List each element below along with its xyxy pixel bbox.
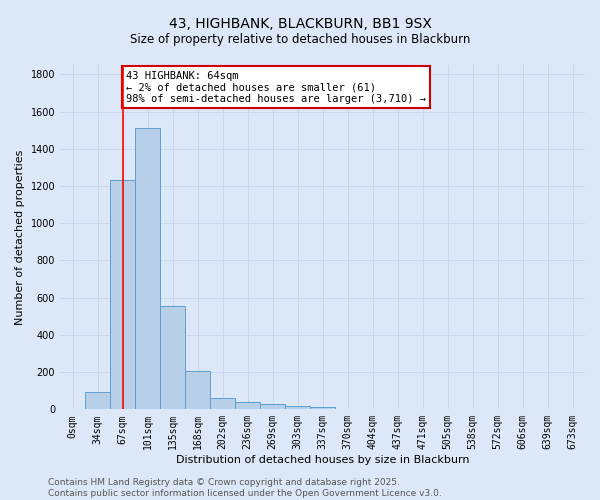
Y-axis label: Number of detached properties: Number of detached properties (15, 150, 25, 325)
Bar (335, 409, 360, 410)
Bar (285, 406, 310, 409)
Bar (310, 408, 335, 410)
Bar (135, 128, 160, 410)
Bar (110, 180, 135, 410)
Bar (210, 398, 235, 409)
Text: 43, HIGHBANK, BLACKBURN, BB1 9SX: 43, HIGHBANK, BLACKBURN, BB1 9SX (169, 18, 431, 32)
Bar (85, 392, 110, 409)
Bar (260, 404, 285, 409)
Text: Contains HM Land Registry data © Crown copyright and database right 2025.
Contai: Contains HM Land Registry data © Crown c… (48, 478, 442, 498)
Bar (160, 306, 185, 410)
Text: 43 HIGHBANK: 64sqm
← 2% of detached houses are smaller (61)
98% of semi-detached: 43 HIGHBANK: 64sqm ← 2% of detached hous… (126, 70, 426, 104)
X-axis label: Distribution of detached houses by size in Blackburn: Distribution of detached houses by size … (176, 455, 469, 465)
Bar (185, 371, 210, 410)
Bar (235, 402, 260, 409)
Text: Size of property relative to detached houses in Blackburn: Size of property relative to detached ho… (130, 32, 470, 46)
